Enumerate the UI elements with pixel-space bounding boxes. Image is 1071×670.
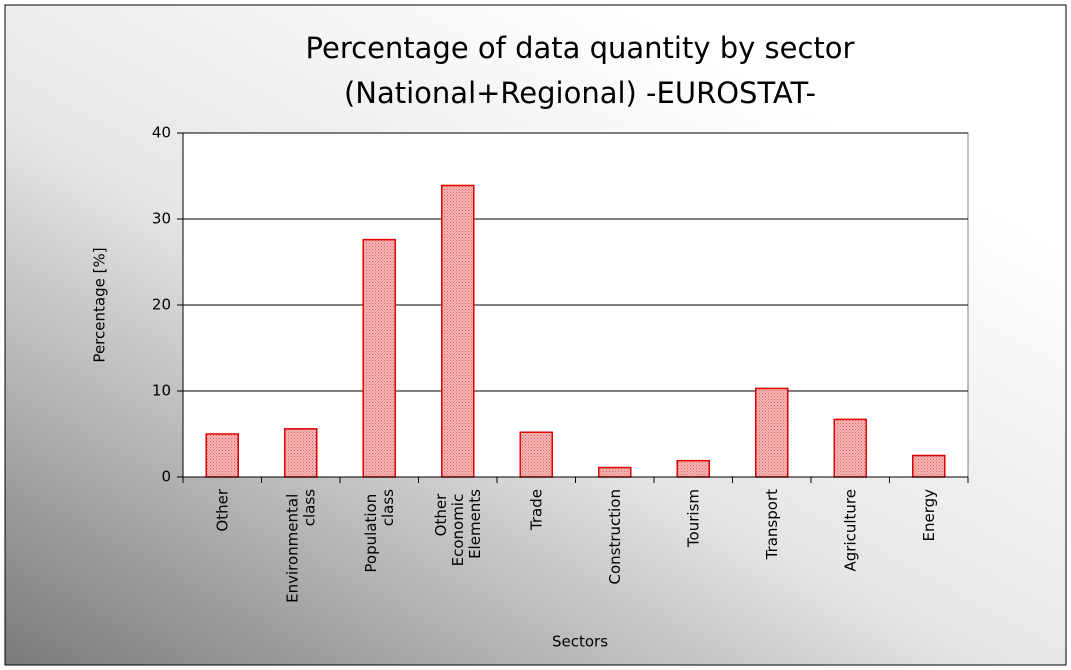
x-axis-title: Sectors: [552, 633, 608, 651]
bar: [519, 431, 553, 478]
x-tick-label: Transport: [762, 489, 780, 561]
x-tick-label: Trade: [527, 489, 545, 531]
bar: [205, 433, 239, 478]
x-tick-label: Population class: [361, 489, 396, 573]
bar: [912, 454, 946, 478]
bar: [755, 387, 789, 478]
bar: [833, 418, 867, 478]
x-tick-label: Agriculture: [841, 489, 859, 572]
bar: [676, 459, 710, 478]
x-tick-label: Tourism: [684, 489, 702, 548]
chart-title: Percentage of data quantity by sector: [306, 31, 855, 65]
bar: [441, 184, 475, 478]
y-tick-label: 20: [152, 296, 171, 314]
bar: [598, 466, 632, 478]
y-tick-label: 10: [152, 382, 171, 400]
bar: [284, 428, 318, 478]
y-tick-label: 0: [161, 468, 171, 486]
chart-title: (National+Regional) -EUROSTAT-: [344, 76, 816, 110]
x-tick-label: Other Economic Elements: [431, 489, 483, 567]
bar: [362, 238, 396, 478]
y-axis-title: Percentage [%]: [91, 247, 109, 362]
x-tick-label: Other: [213, 488, 231, 531]
y-tick-label: 40: [152, 124, 171, 142]
x-tick-label: Construction: [605, 489, 623, 585]
x-tick-label: Energy: [919, 489, 937, 542]
y-tick-label: 30: [152, 210, 171, 228]
x-tick-label: Environmental class: [283, 489, 318, 603]
